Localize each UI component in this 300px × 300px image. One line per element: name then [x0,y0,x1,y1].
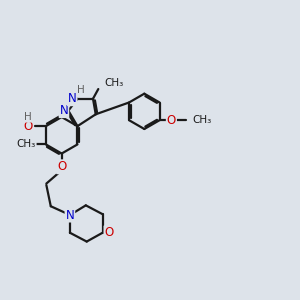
Text: O: O [167,114,176,127]
Text: O: O [104,226,114,239]
Text: N: N [65,208,74,222]
Text: CH₃: CH₃ [192,115,211,125]
Text: H: H [24,112,32,122]
Text: O: O [24,120,33,133]
Text: H: H [77,85,85,95]
Text: N: N [60,104,68,117]
Text: O: O [57,160,66,173]
Text: CH₃: CH₃ [16,140,36,149]
Text: N: N [68,92,76,105]
Text: CH₃: CH₃ [104,79,123,88]
